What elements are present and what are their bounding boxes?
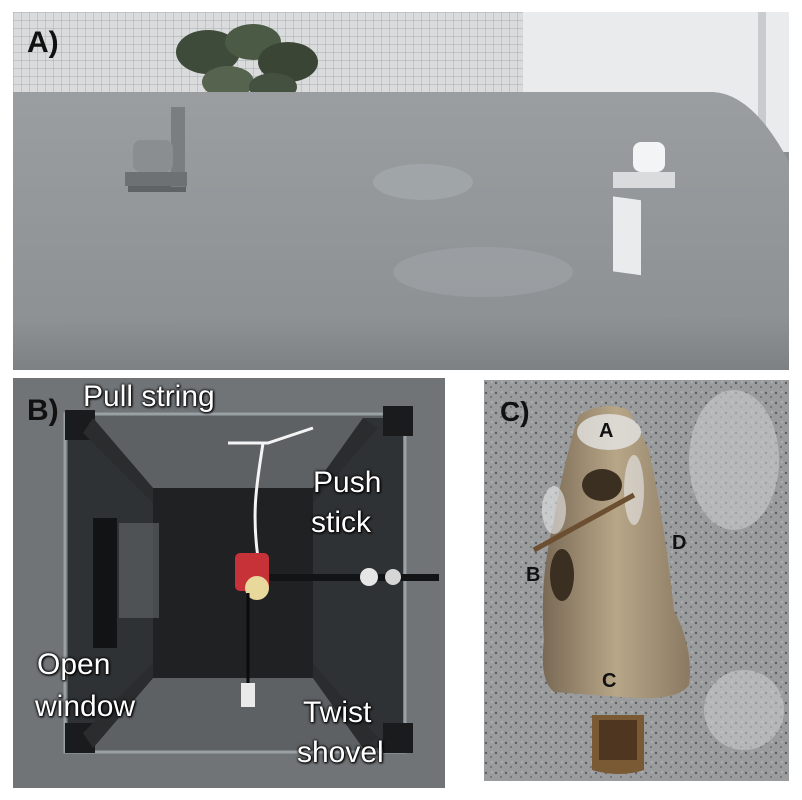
panel-a-scene [13, 12, 789, 370]
transparent-disc [577, 414, 641, 450]
window-panel [93, 518, 117, 648]
panel-c-label: C) [500, 396, 530, 427]
twist-shovel [241, 683, 255, 707]
wall-pole [758, 12, 766, 162]
panel-b-photo: B) Pull string Push stick Open window Tw… [13, 378, 445, 788]
twist-shovel-label-line1: Twist [303, 696, 372, 729]
panel-a-label: A) [27, 26, 59, 59]
open-window-label-line1: Open [37, 648, 111, 681]
surface-smudge [373, 164, 473, 200]
panel-c-scene [484, 380, 789, 781]
marker-d: D [672, 532, 687, 554]
panel-a-photo: A) [13, 12, 789, 370]
push-stick-label-line2: stick [311, 506, 371, 539]
wooden-log [542, 406, 690, 699]
open-window-label-line2: window [35, 690, 136, 723]
push-stick-label-line1: Push [313, 466, 382, 499]
table-edge [13, 312, 789, 370]
surface-smudge [393, 247, 573, 297]
table-surface [13, 92, 789, 324]
push-stick [269, 574, 439, 581]
log-cavity [550, 549, 574, 601]
pull-string [253, 442, 265, 559]
left-bracket [125, 107, 187, 192]
panel-b-label: B) [27, 394, 59, 427]
box-center [153, 488, 313, 678]
right-bracket [613, 142, 675, 276]
panel-c-photo: C) A B C D [484, 380, 789, 781]
twist-shovel-label-line2: shovel [297, 736, 384, 769]
marker-a: A [599, 420, 614, 442]
wooden-stick [532, 492, 636, 553]
log-cavity [582, 469, 622, 501]
panel-b-scene [13, 378, 445, 788]
marker-c: C [602, 670, 617, 692]
marker-b: B [526, 564, 541, 586]
plant [176, 24, 318, 101]
pull-string-label: Pull string [83, 380, 215, 413]
